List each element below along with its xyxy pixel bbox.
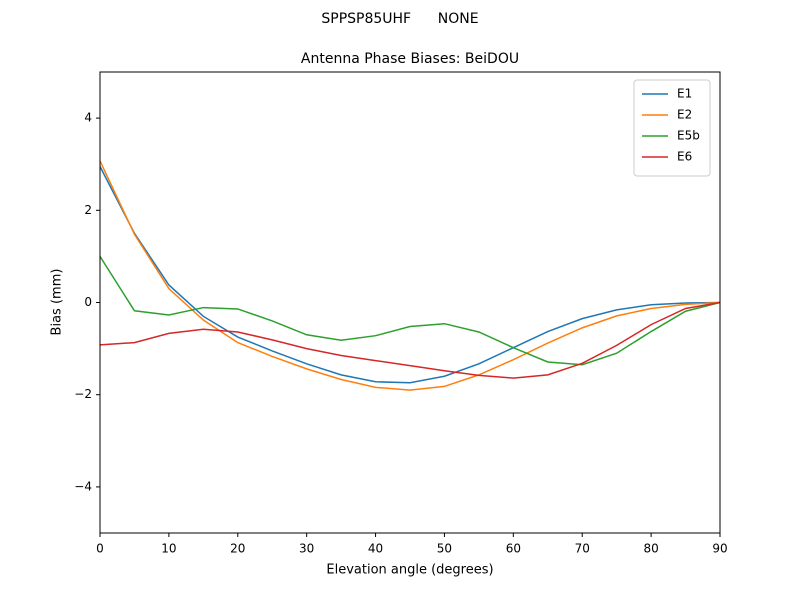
legend-label: E6: [677, 150, 692, 164]
data-line: [99, 166, 721, 384]
x-tick-label: 70: [575, 542, 590, 556]
suptitle: SPPSP85UHF NONE: [321, 11, 478, 27]
x-tick-label: 80: [643, 542, 658, 556]
x-tick-label: 50: [437, 542, 452, 556]
legend-label: E2: [677, 108, 692, 122]
legend-label: E5b: [677, 129, 700, 143]
y-tick-label: 2: [84, 203, 92, 217]
y-tick-label: −2: [74, 387, 92, 401]
chart-title: Antenna Phase Biases: BeiDOU: [301, 51, 519, 67]
x-tick-label: 90: [712, 542, 727, 556]
legend-box: [633, 79, 711, 177]
x-axis-label: Elevation angle (degrees): [326, 563, 493, 578]
plot-frame: [99, 71, 721, 534]
y-tick-label: 4: [84, 111, 92, 125]
x-tick-label: 0: [96, 542, 104, 556]
legend-label: E1: [677, 87, 692, 101]
x-tick-label: 40: [368, 542, 383, 556]
data-line: [99, 255, 721, 366]
data-line: [99, 160, 721, 391]
y-tick-label: 0: [84, 295, 92, 309]
x-tick-label: 30: [299, 542, 314, 556]
y-axis-label: Bias (mm): [50, 269, 65, 336]
data-line: [99, 301, 721, 379]
x-tick-label: 10: [161, 542, 176, 556]
legend: E1 E2 E5b E6: [633, 79, 711, 177]
x-tick-label: 20: [230, 542, 245, 556]
x-tick-label: 60: [506, 542, 521, 556]
y-tick-label: −4: [74, 479, 92, 493]
